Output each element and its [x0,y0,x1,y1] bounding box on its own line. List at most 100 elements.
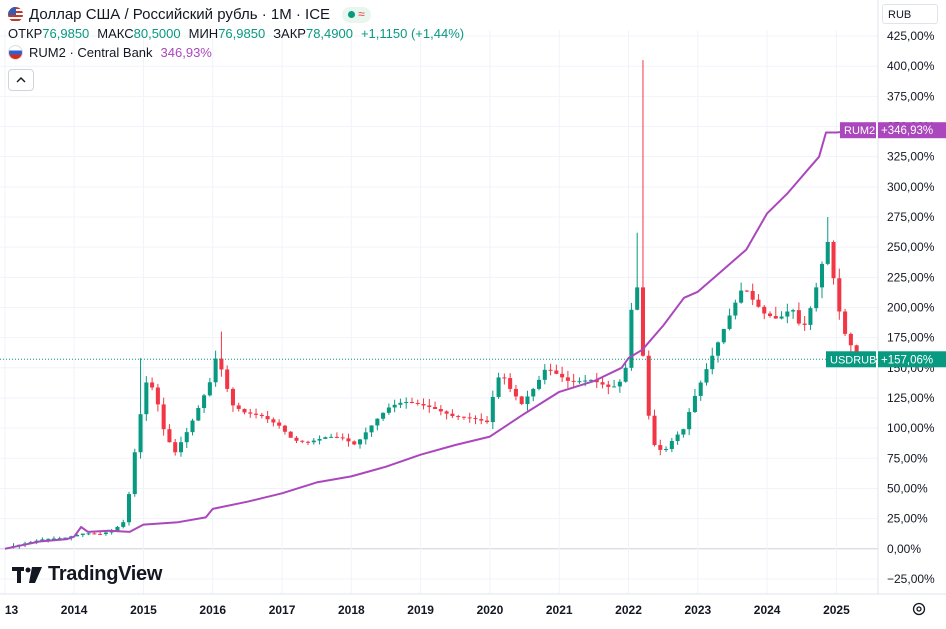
candle-body [588,379,594,381]
candle-body [531,388,536,397]
candle-body [485,420,490,423]
tradingview-logo-icon [12,566,42,583]
candle-body [75,534,80,537]
candle-body [202,395,207,409]
candle-body [681,429,686,435]
candle-body [300,440,305,442]
y-tick-label: 400,00% [887,59,935,73]
candle-body [733,302,738,316]
x-tick-label: 2015 [130,603,157,617]
candle-body [184,432,189,443]
candle-body [560,373,565,378]
indicator-row[interactable]: RUM2 · Central Bank 346,93% [8,43,472,62]
high-value: 80,5000 [133,26,181,41]
candle-body [450,413,455,417]
candle-body [721,328,726,343]
collapse-legend-button[interactable] [8,69,34,91]
y-tick-label: 250,00% [887,240,935,254]
candle-body [352,441,357,445]
candle-body [265,416,270,420]
ru-flag-icon [8,45,23,60]
candle-body [756,299,761,307]
candle-body [138,414,143,453]
last-value-labels: RUM2 +346,93% USDRUB +157,06% [826,122,946,368]
candle-body [306,441,311,443]
candle-body [196,408,201,421]
candle-body [808,308,813,325]
currency-selector[interactable]: RUB [882,4,938,24]
candle-body [519,396,524,404]
gear-icon[interactable] [911,601,927,617]
x-tick-label: 13 [5,603,19,617]
candle-body [744,290,749,292]
change-value: +1,1150 (+1,44%) [360,26,465,41]
candle-body [577,381,582,383]
candle-body [132,452,137,495]
candle-body [150,382,155,388]
x-tick-label: 2020 [477,603,504,617]
candle-body [773,316,778,319]
candle-body [548,369,553,371]
candle-body [513,388,518,397]
candle-body [421,403,426,406]
candle-body [785,311,790,317]
candle-body [404,401,409,403]
us-flag-icon [8,7,23,22]
x-tick-label: 2025 [823,603,850,617]
candle-body [98,533,103,535]
candle-body [63,537,68,539]
candle-body [294,437,299,441]
candle-body [825,241,830,264]
chevron-up-icon [16,77,26,83]
candle-body [612,386,617,388]
market-status-badge[interactable]: ≈ [342,6,371,23]
grid [0,30,878,594]
y-tick-label: 25,00% [887,512,928,526]
candle-body [155,387,160,405]
y-tick-label: 300,00% [887,180,935,194]
candle-body [230,388,235,406]
series-name-label: RUM2 [844,125,875,137]
candle-body [40,539,45,541]
delayed-data-icon: ≈ [358,7,365,21]
candle-body [710,355,715,370]
candle-body [640,287,645,356]
y-tick-label: 175,00% [887,331,935,345]
indicator-line [0,129,878,550]
candle-body [819,263,825,288]
market-open-icon [348,11,356,18]
close-value: 78,4900 [305,26,353,41]
candle-body [571,380,576,382]
candle-body [525,396,530,404]
candle-body [121,522,126,527]
candle-body [271,419,276,423]
series-value-box [878,122,946,139]
series-name-box [840,122,876,139]
candle-body [796,310,801,324]
indicator-value: 346,93% [160,45,212,60]
y-tick-label: 0,00% [887,542,921,556]
last-value-tag: RUM2 +346,93% [840,122,946,139]
candle-body [658,445,663,450]
candle-body [727,315,732,329]
candle-body [323,437,328,439]
candle-body [415,402,420,404]
close-label: ЗАКР [273,26,306,41]
low-value: 76,9850 [218,26,266,41]
candle-body [86,533,91,535]
candle-body [126,494,132,523]
candle-body [190,420,195,433]
symbol-row[interactable]: Доллар США / Российский рубль · 1M · ICE… [8,5,472,24]
candle-body [51,538,56,540]
series-value-label: +157,06% [881,354,933,366]
candle-body [704,369,709,383]
tradingview-logo[interactable]: TradingView [12,563,162,586]
candle-body [456,416,461,418]
candle-body [848,333,853,346]
candle-body [80,533,85,535]
candle-body [675,434,680,441]
series-value-label: +346,93% [881,125,933,137]
candle-body [623,367,628,382]
